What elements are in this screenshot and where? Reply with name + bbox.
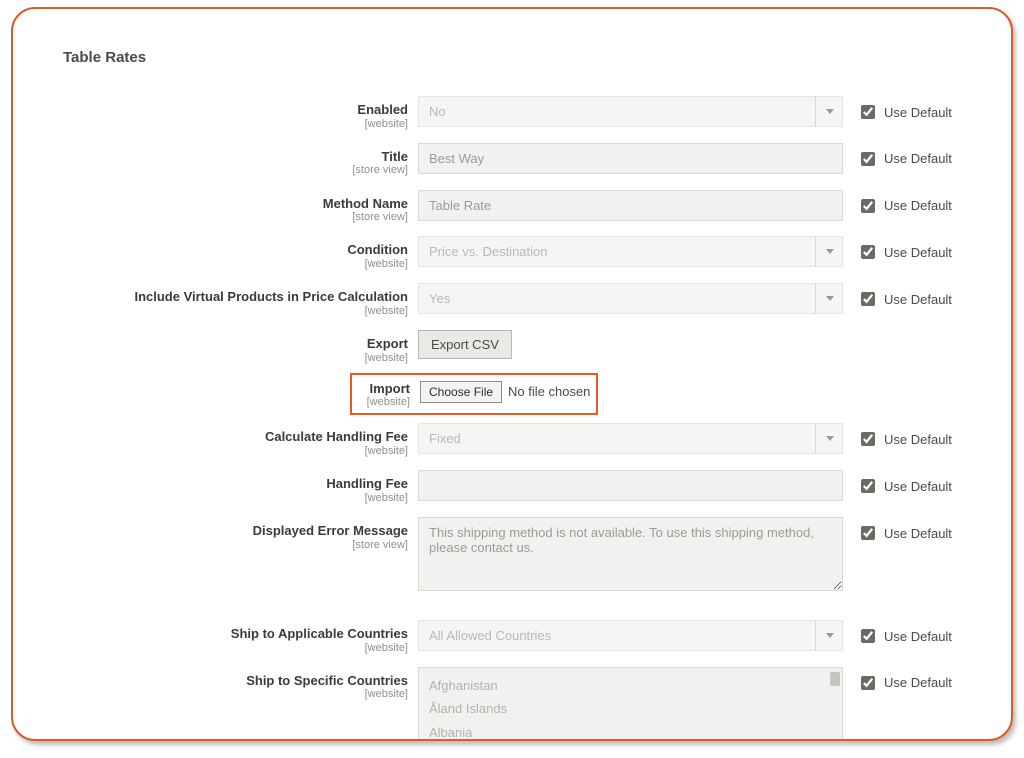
use-default-method[interactable]: Use Default <box>843 190 993 216</box>
use-default-checkbox[interactable] <box>861 432 875 446</box>
use-default-checkbox[interactable] <box>861 199 875 213</box>
label-col: Enabled [website] <box>63 96 418 131</box>
ship-specific-listbox[interactable]: Afghanistan Åland Islands Albania Algeri… <box>418 667 843 741</box>
use-default-label: Use Default <box>884 479 952 494</box>
list-item[interactable]: Albania <box>429 721 842 741</box>
use-default-label: Use Default <box>884 432 952 447</box>
use-default-ship-specific[interactable]: Use Default <box>843 667 993 693</box>
field-label: Handling Fee <box>63 476 408 492</box>
field-scope: [store view] <box>63 164 408 177</box>
use-default-label: Use Default <box>884 675 952 690</box>
field-label: Method Name <box>63 196 408 212</box>
field-label: Enabled <box>63 102 408 118</box>
import-highlight: Import [website] Choose File No file cho… <box>350 373 598 416</box>
use-default-error[interactable]: Use Default <box>843 517 993 543</box>
field-label: Condition <box>63 242 408 258</box>
calc-handling-fee-select[interactable]: Fixed <box>418 423 843 454</box>
scrollbar[interactable] <box>830 670 840 741</box>
row-calc-handling-fee: Calculate Handling Fee [website] Fixed U… <box>63 423 971 458</box>
use-default-condition[interactable]: Use Default <box>843 236 993 262</box>
use-default-checkbox[interactable] <box>861 292 875 306</box>
field-label: Export <box>63 336 408 352</box>
no-file-chosen-label: No file chosen <box>508 384 590 399</box>
use-default-label: Use Default <box>884 526 952 541</box>
section-title: Table Rates <box>63 49 971 66</box>
field-scope: [website] <box>63 305 408 318</box>
error-message-textarea[interactable]: This shipping method is not available. T… <box>418 517 843 591</box>
row-title: Title [store view] Use Default <box>63 143 971 178</box>
row-enabled: Enabled [website] No Use Default <box>63 96 971 131</box>
use-default-handling[interactable]: Use Default <box>843 470 993 496</box>
use-default-ship-applicable[interactable]: Use Default <box>843 620 993 646</box>
field-scope: [website] <box>63 118 408 131</box>
use-default-label: Use Default <box>884 105 952 120</box>
table-rates-panel: Table Rates Enabled [website] No Use Def… <box>11 7 1013 741</box>
field-scope: [store view] <box>63 539 408 552</box>
method-name-input[interactable] <box>418 190 843 221</box>
country-list: Afghanistan Åland Islands Albania Algeri… <box>419 668 842 741</box>
list-item[interactable]: Åland Islands <box>429 697 842 720</box>
scrollbar-thumb[interactable] <box>830 672 840 686</box>
use-default-checkbox[interactable] <box>861 526 875 540</box>
row-condition: Condition [website] Price vs. Destinatio… <box>63 236 971 271</box>
use-default-virtual[interactable]: Use Default <box>843 283 993 309</box>
use-default-checkbox[interactable] <box>861 105 875 119</box>
row-ship-specific: Ship to Specific Countries [website] Afg… <box>63 667 971 741</box>
use-default-enabled[interactable]: Use Default <box>843 96 993 122</box>
use-default-label: Use Default <box>884 151 952 166</box>
row-method-name: Method Name [store view] Use Default <box>63 190 971 225</box>
field-scope: [website] <box>63 688 408 701</box>
use-default-checkbox[interactable] <box>861 479 875 493</box>
field-scope: [website] <box>63 642 408 655</box>
field-label: Displayed Error Message <box>63 523 408 539</box>
field-label: Calculate Handling Fee <box>63 429 408 445</box>
field-scope: [website] <box>63 492 408 505</box>
field-scope: [website] <box>352 396 410 409</box>
export-csv-button[interactable]: Export CSV <box>418 330 512 359</box>
choose-file-button[interactable]: Choose File <box>420 381 502 403</box>
row-export: Export [website] Export CSV <box>63 330 971 365</box>
row-import: Import [website] Choose File No file cho… <box>63 373 971 416</box>
title-input[interactable] <box>418 143 843 174</box>
field-label: Ship to Specific Countries <box>63 673 408 689</box>
use-default-label: Use Default <box>884 629 952 644</box>
use-default-label: Use Default <box>884 198 952 213</box>
condition-select[interactable]: Price vs. Destination <box>418 236 843 267</box>
field-label: Ship to Applicable Countries <box>63 626 408 642</box>
field-label: Title <box>63 149 408 165</box>
field-label: Import <box>352 381 410 397</box>
handling-fee-input[interactable] <box>418 470 843 501</box>
field-label: Include Virtual Products in Price Calcul… <box>63 289 408 305</box>
use-default-checkbox[interactable] <box>861 629 875 643</box>
field-scope: [website] <box>63 258 408 271</box>
use-default-label: Use Default <box>884 245 952 260</box>
config-rows: Enabled [website] No Use Default Title <box>63 96 971 741</box>
row-handling-fee: Handling Fee [website] Use Default <box>63 470 971 505</box>
use-default-checkbox[interactable] <box>861 676 875 690</box>
field-scope: [website] <box>63 352 408 365</box>
enabled-select-wrap: No <box>418 96 843 127</box>
use-default-label: Use Default <box>884 292 952 307</box>
row-error-message: Displayed Error Message [store view] Thi… <box>63 517 971 596</box>
field-scope: [store view] <box>63 211 408 224</box>
use-default-calc-fee[interactable]: Use Default <box>843 423 993 449</box>
use-default-title[interactable]: Use Default <box>843 143 993 169</box>
include-virtual-select[interactable]: Yes <box>418 283 843 314</box>
ship-applicable-select[interactable]: All Allowed Countries <box>418 620 843 651</box>
row-ship-applicable: Ship to Applicable Countries [website] A… <box>63 620 971 655</box>
use-default-checkbox[interactable] <box>861 245 875 259</box>
list-item[interactable]: Afghanistan <box>429 674 842 697</box>
use-default-checkbox[interactable] <box>861 152 875 166</box>
row-include-virtual: Include Virtual Products in Price Calcul… <box>63 283 971 318</box>
enabled-select[interactable]: No <box>418 96 843 127</box>
field-scope: [website] <box>63 445 408 458</box>
